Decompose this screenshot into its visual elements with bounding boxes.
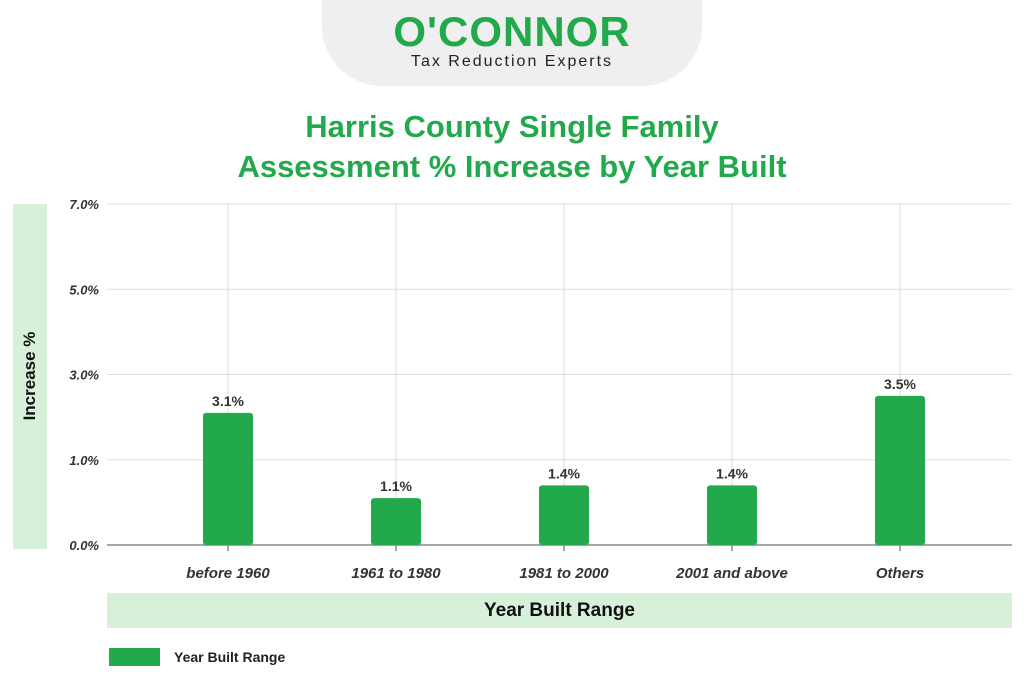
x-tick-label: Others	[876, 565, 924, 582]
bar-data-label: 3.1%	[212, 393, 244, 409]
legend-swatch	[109, 648, 160, 666]
x-tick-label: 1961 to 1980	[351, 565, 441, 582]
bar-data-label: 1.4%	[716, 465, 748, 481]
logo-brand: O'CONNOR	[393, 8, 631, 55]
y-tick-label: 7.0%	[69, 197, 99, 212]
logo-banner: O'CONNOR Tax Reduction Experts	[322, 0, 702, 86]
bar	[203, 412, 253, 545]
y-tick-label: 5.0%	[69, 282, 99, 297]
x-tick-label: before 1960	[186, 565, 270, 582]
legend-label: Year Built Range	[174, 649, 286, 665]
chart-title: Harris County Single Family Assessment %…	[0, 107, 1024, 187]
bar-data-label: 1.1%	[380, 478, 412, 494]
bar	[371, 498, 421, 545]
bar	[707, 485, 757, 545]
y-tick-label: 0.0%	[69, 538, 99, 553]
x-axis-label: Year Built Range	[484, 600, 635, 621]
chart-title-line-2: Assessment % Increase by Year Built	[237, 149, 787, 184]
y-tick-label: 1.0%	[69, 453, 99, 468]
bar	[539, 485, 589, 545]
bar	[875, 395, 925, 545]
bar-data-label: 1.4%	[548, 465, 580, 481]
chart-title-line-1: Harris County Single Family	[305, 109, 719, 144]
x-tick-label: 2001 and above	[675, 565, 788, 582]
x-axis-band	[107, 593, 1012, 628]
logo-tagline: Tax Reduction Experts	[410, 53, 614, 70]
x-tick-label: 1981 to 2000	[519, 565, 609, 582]
y-axis-band	[13, 204, 47, 549]
y-tick-label: 3.0%	[69, 368, 99, 383]
bar-data-label: 3.5%	[884, 376, 916, 392]
